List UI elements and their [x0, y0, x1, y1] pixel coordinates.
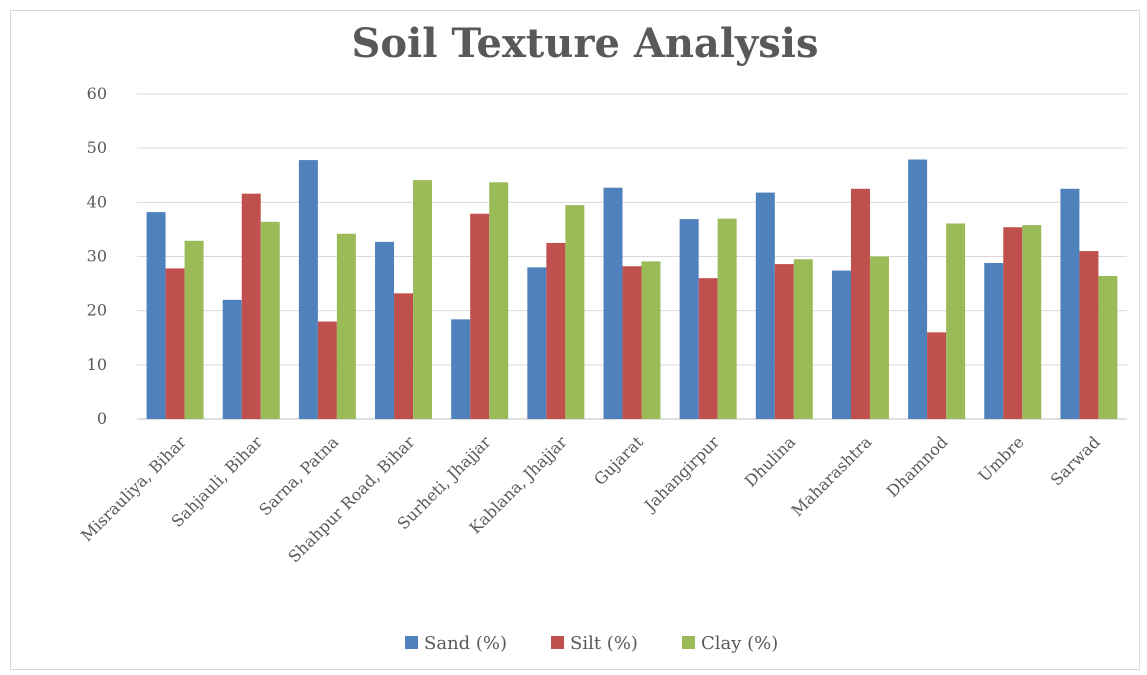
bars	[146, 159, 1118, 420]
x-category-label: Dhulina	[741, 432, 800, 491]
bar-sand	[222, 299, 242, 419]
legend-label: Silt (%)	[570, 633, 638, 654]
x-category-label: Gujarat	[590, 432, 647, 489]
bar-silt	[698, 278, 718, 419]
x-category-label: Sarna, Patna	[255, 432, 342, 519]
x-category-label: Jahangirpur	[639, 432, 723, 516]
bar-clay	[793, 259, 813, 419]
bar-silt	[622, 266, 642, 419]
legend-swatch	[405, 636, 418, 649]
bar-silt	[927, 332, 947, 419]
bar-clay	[869, 256, 889, 419]
x-category-label: Sarwad	[1047, 432, 1104, 489]
bar-silt	[241, 193, 261, 419]
bar-clay	[260, 221, 280, 419]
bar-clay	[336, 233, 356, 419]
y-tick-label: 50	[87, 138, 107, 157]
x-category-label: Dhamnod	[883, 432, 952, 501]
bar-sand	[831, 270, 851, 419]
x-category-label: Maharashtra	[788, 432, 876, 520]
y-tick-label: 40	[87, 192, 107, 211]
bar-silt	[470, 213, 490, 419]
bar-silt	[1003, 227, 1023, 419]
bar-silt	[1079, 251, 1099, 419]
bar-clay	[717, 218, 737, 419]
bar-clay	[565, 205, 585, 419]
y-tick-label: 30	[87, 247, 107, 266]
bar-clay	[1098, 276, 1118, 419]
y-tick-label: 0	[97, 409, 107, 428]
bar-sand	[984, 263, 1004, 419]
bar-sand	[679, 219, 699, 419]
bar-silt	[850, 188, 870, 419]
bar-clay	[413, 180, 433, 419]
bar-sand	[375, 241, 395, 419]
bar-silt	[546, 242, 566, 419]
bar-sand	[527, 267, 547, 419]
bar-sand	[451, 319, 471, 419]
legend: Sand (%) Silt (%) Clay (%)	[405, 633, 778, 654]
legend-swatch	[682, 636, 695, 649]
y-axis-ticks: 0 10 20 30 40 50 60	[87, 84, 107, 428]
legend-swatch	[551, 636, 564, 649]
bar-silt	[165, 268, 185, 419]
bar-clay	[1022, 225, 1042, 419]
bar-silt	[317, 321, 337, 419]
legend-label: Sand (%)	[424, 633, 507, 654]
chart-title: Soil Texture Analysis	[351, 20, 818, 67]
bar-sand	[146, 212, 166, 419]
bar-silt	[394, 293, 414, 419]
bar-silt	[774, 264, 794, 419]
bar-sand	[298, 160, 318, 420]
y-tick-label: 60	[87, 84, 107, 103]
x-category-label: Shahpur Road, Bihar	[284, 432, 418, 566]
y-tick-label: 20	[87, 301, 107, 320]
bar-sand	[603, 187, 623, 419]
x-category-label: Umbre	[975, 432, 1028, 485]
legend-label: Clay (%)	[701, 633, 778, 654]
bar-sand	[908, 159, 928, 419]
x-category-label: Misrauliya, Bihar	[77, 432, 190, 545]
bar-clay	[641, 261, 661, 419]
bar-sand	[755, 192, 775, 419]
y-tick-label: 10	[87, 355, 107, 374]
bar-clay	[184, 240, 204, 419]
bar-clay	[489, 182, 509, 419]
bar-clay	[946, 223, 966, 419]
bar-sand	[1060, 188, 1080, 419]
